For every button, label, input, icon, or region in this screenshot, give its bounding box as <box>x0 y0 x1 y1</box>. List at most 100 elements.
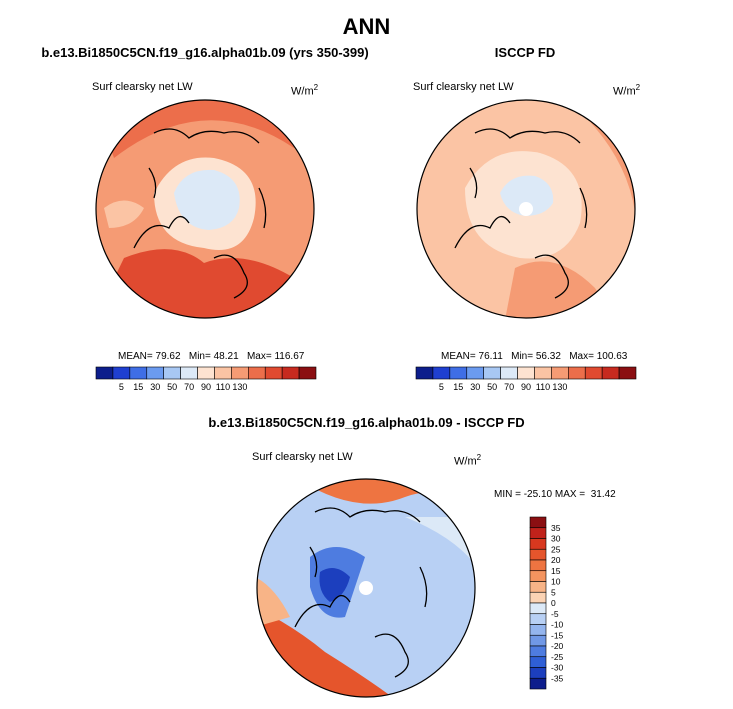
panel1-colorbar-swatch <box>180 366 198 380</box>
panel2-colorbar-tick-label: 15 <box>453 382 463 392</box>
panel3-colorbar-tick-label: 10 <box>551 577 561 587</box>
panel3-colorbar-swatch <box>529 645 547 658</box>
panel3-colorbar-tick-label: -10 <box>551 620 564 630</box>
panel2-stats: MEAN= 76.11 Min= 56.32 Max= 100.63 <box>441 351 628 362</box>
panel3-colorbar-tick-label: 35 <box>551 523 561 533</box>
panel1-colorbar-tick-label: 5 <box>119 382 124 392</box>
panel1-colorbar-swatch <box>197 366 215 380</box>
panel3-colorbar-tick-label: 15 <box>551 566 561 576</box>
panel3-coastline <box>294 507 428 678</box>
panel1-colorbar-swatch <box>112 366 131 380</box>
panel1-heading: b.e13.Bi1850C5CN.f19_g16.alpha01b.09 (yr… <box>41 45 369 60</box>
panel3-colorbar-tick-label: 25 <box>551 544 561 554</box>
panel2-units: W/m2 <box>613 83 641 98</box>
panel2-colorbar-swatch <box>551 366 569 380</box>
panel3-colorbar-swatch <box>529 559 547 572</box>
panel3-colorbar-swatch <box>529 548 547 561</box>
panel2-field-ice-zone <box>500 175 554 216</box>
panel1-colorbar-swatch <box>163 366 181 380</box>
panel1-colorbar-swatch <box>214 366 232 380</box>
panel2-colorbar-tick-label: 130 <box>552 382 567 392</box>
panel1-stats: MEAN= 79.62 Min= 48.21 Max= 116.67 <box>118 351 305 362</box>
panel3-colorbar-swatch <box>529 581 547 593</box>
panel2-colorbar-swatch <box>500 366 518 380</box>
panel3-colorbar-swatch <box>529 613 547 625</box>
panel1-variable: Surf clearsky net LW <box>92 81 193 93</box>
panel3-colorbar-swatch <box>529 624 547 636</box>
panel2-colorbar: 5 15 30 50 70 90 110 130 <box>415 366 637 392</box>
panel2-colorbar-tick-label: 5 <box>439 382 444 392</box>
panel3-pole-gap <box>359 581 373 595</box>
panel2-colorbar-swatch <box>568 366 586 380</box>
panel1-coastline <box>133 128 267 299</box>
panel1-colorbar-swatch <box>146 366 164 380</box>
main-title: ANN <box>342 14 391 39</box>
panel1-field-light-patch <box>104 200 144 228</box>
panel3-heading: b.e13.Bi1850C5CN.f19_g16.alpha01b.09 - I… <box>208 415 525 430</box>
panel2-colorbar-swatch <box>517 366 535 380</box>
panel3-stats: MIN = -25.10 MAX = 31.42 <box>494 489 616 500</box>
panel2-pole-gap <box>519 202 533 216</box>
panel3-colorbar-tick-label: -5 <box>551 609 559 619</box>
panel1-colorbar-swatch <box>95 366 114 380</box>
panel3-field-pale-red-west <box>257 577 290 627</box>
panel2-colorbar-swatch <box>601 366 620 380</box>
panel3-colorbar-tick-label: -20 <box>551 641 564 651</box>
panel3-units: W/m2 <box>454 453 482 468</box>
panel1-colorbar-tick-label: 50 <box>167 382 177 392</box>
panel2-colorbar-swatch <box>432 366 451 380</box>
panel3-colorbar-tick-label: 20 <box>551 555 561 565</box>
panel3-colorbar-swatch <box>529 538 547 550</box>
panel2-colorbar-tick-label: 90 <box>521 382 531 392</box>
panel1-colorbar-swatch <box>231 366 249 380</box>
panel1-colorbar-swatch <box>281 366 300 380</box>
panel2-colorbar-tick-label: 30 <box>470 382 480 392</box>
panel3-colorbar-swatch <box>529 516 547 529</box>
panel1-colorbar-tick-label: 90 <box>201 382 211 392</box>
panel2-colorbar-tick-label: 70 <box>504 382 514 392</box>
panel3-colorbar-tick-label: -35 <box>551 673 564 683</box>
panel2-map <box>416 99 636 319</box>
panel3-colorbar-tick-label: -25 <box>551 652 564 662</box>
panel1-colorbar-tick-label: 30 <box>150 382 160 392</box>
panel3-colorbar-swatch <box>529 667 547 679</box>
panel2-colorbar-tick-label: 50 <box>487 382 497 392</box>
panel3-colorbar-swatch <box>529 677 547 690</box>
panel1-map <box>95 99 315 319</box>
panel2-colorbar-swatch <box>618 366 637 380</box>
panel3-colorbar-swatch <box>529 656 547 668</box>
panel3-colorbar-swatch <box>529 570 547 582</box>
panel2-colorbar-swatch <box>415 366 434 380</box>
panel2-variable: Surf clearsky net LW <box>413 81 514 93</box>
panel3-field-dark-blue <box>319 568 350 602</box>
panel3-colorbar-tick-label: 30 <box>551 534 561 544</box>
panel2-colorbar-swatch <box>534 366 552 380</box>
panel3-variable: Surf clearsky net LW <box>252 451 353 463</box>
panel3-colorbar-tick-label: 5 <box>551 587 556 597</box>
panel2-colorbar-swatch <box>584 366 603 380</box>
panel1-colorbar-swatch <box>264 366 283 380</box>
panel2-coastline <box>454 128 588 299</box>
panel3-colorbar-tick-label: 0 <box>551 598 556 608</box>
panel1-field-ice-zone <box>174 169 240 230</box>
panel1-colorbar-tick-label: 130 <box>232 382 247 392</box>
panel1-colorbar-tick-label: 15 <box>133 382 143 392</box>
panel2-colorbar-swatch <box>449 366 468 380</box>
panel3-colorbar-tick-label: -30 <box>551 663 564 673</box>
panel1-colorbar-tick-label: 110 <box>216 382 230 392</box>
panel1-colorbar: 5 15 30 50 70 90 110 130 <box>95 366 317 392</box>
panel2-colorbar-swatch <box>483 366 501 380</box>
panel1-units: W/m2 <box>291 83 319 98</box>
panel2-colorbar-tick-label: 110 <box>536 382 550 392</box>
panel3-colorbar-swatch <box>529 634 547 647</box>
panel3-colorbar-swatch <box>529 602 547 615</box>
panel2-heading: ISCCP FD <box>494 45 556 60</box>
panel2-colorbar-swatch <box>466 366 484 380</box>
panel3-colorbar-swatch <box>529 527 547 539</box>
panel1-colorbar-swatch <box>298 366 317 380</box>
panel1-colorbar-swatch <box>248 366 266 380</box>
panel1-colorbar-swatch <box>129 366 148 380</box>
panel3-colorbar-tick-label: -15 <box>551 630 564 640</box>
panel1-colorbar-tick-label: 70 <box>184 382 194 392</box>
